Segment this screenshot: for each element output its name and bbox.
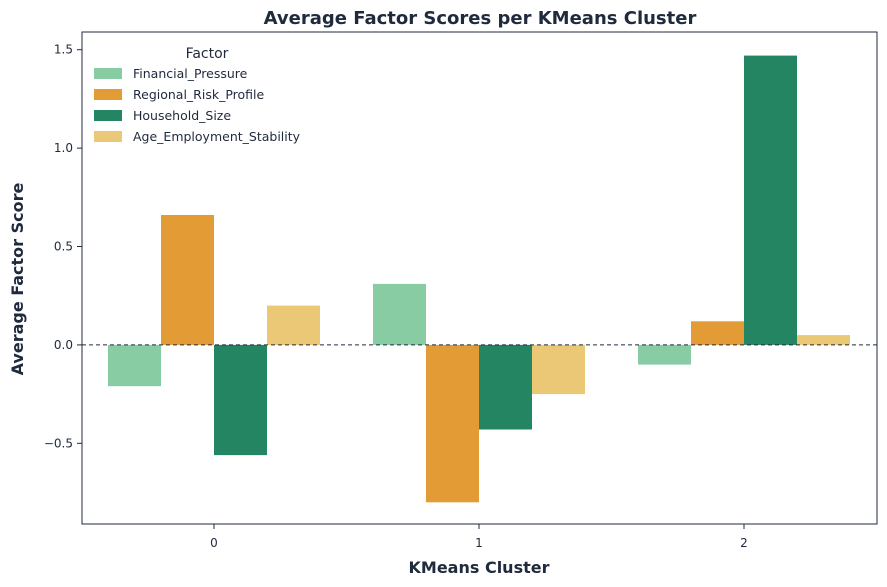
legend-swatch	[94, 110, 122, 121]
chart-title: Average Factor Scores per KMeans Cluster	[264, 8, 697, 29]
y-tick-label: −0.5	[44, 436, 73, 450]
legend-swatch	[94, 131, 122, 142]
legend-label: Household_Size	[133, 108, 231, 123]
y-axis-label: Average Factor Score	[8, 182, 27, 375]
bar-age-employment-stability-cluster-1	[532, 344, 585, 395]
x-axis-label: KMeans Cluster	[409, 558, 550, 577]
legend: Factor Financial_Pressure Regional_Risk_Pr…	[94, 46, 301, 144]
x-axis: 0 1 2	[210, 524, 748, 550]
legend-title: Factor	[186, 46, 229, 62]
bar-regional-risk-profile-cluster-1	[426, 344, 479, 503]
bar-household-size-cluster-2	[744, 55, 797, 345]
bar-financial-pressure-cluster-1	[373, 283, 426, 345]
plot-bars	[108, 55, 850, 503]
legend-swatch	[94, 89, 122, 100]
bar-age-employment-stability-cluster-0	[267, 305, 320, 345]
x-tick-label: 2	[740, 536, 748, 550]
bar-household-size-cluster-1	[479, 344, 532, 430]
bar-regional-risk-profile-cluster-2	[691, 321, 744, 345]
x-tick-label: 1	[475, 536, 483, 550]
y-tick-label: 1.0	[54, 141, 73, 155]
y-axis: −0.5 0.0 0.5 1.0 1.5	[44, 43, 82, 450]
legend-swatch	[94, 68, 122, 79]
legend-label: Regional_Risk_Profile	[133, 87, 265, 102]
x-tick-label: 0	[210, 536, 218, 550]
y-tick-label: 0.5	[54, 240, 73, 254]
bar-financial-pressure-cluster-0	[108, 344, 161, 387]
y-tick-label: 1.5	[54, 43, 73, 57]
y-tick-label: 0.0	[54, 338, 73, 352]
bar-household-size-cluster-0	[214, 344, 267, 456]
legend-label: Age_Employment_Stability	[133, 129, 301, 144]
bar-age-employment-stability-cluster-2	[797, 335, 850, 345]
bar-regional-risk-profile-cluster-0	[161, 215, 214, 345]
legend-label: Financial_Pressure	[133, 66, 248, 81]
bar-financial-pressure-cluster-2	[638, 344, 691, 365]
